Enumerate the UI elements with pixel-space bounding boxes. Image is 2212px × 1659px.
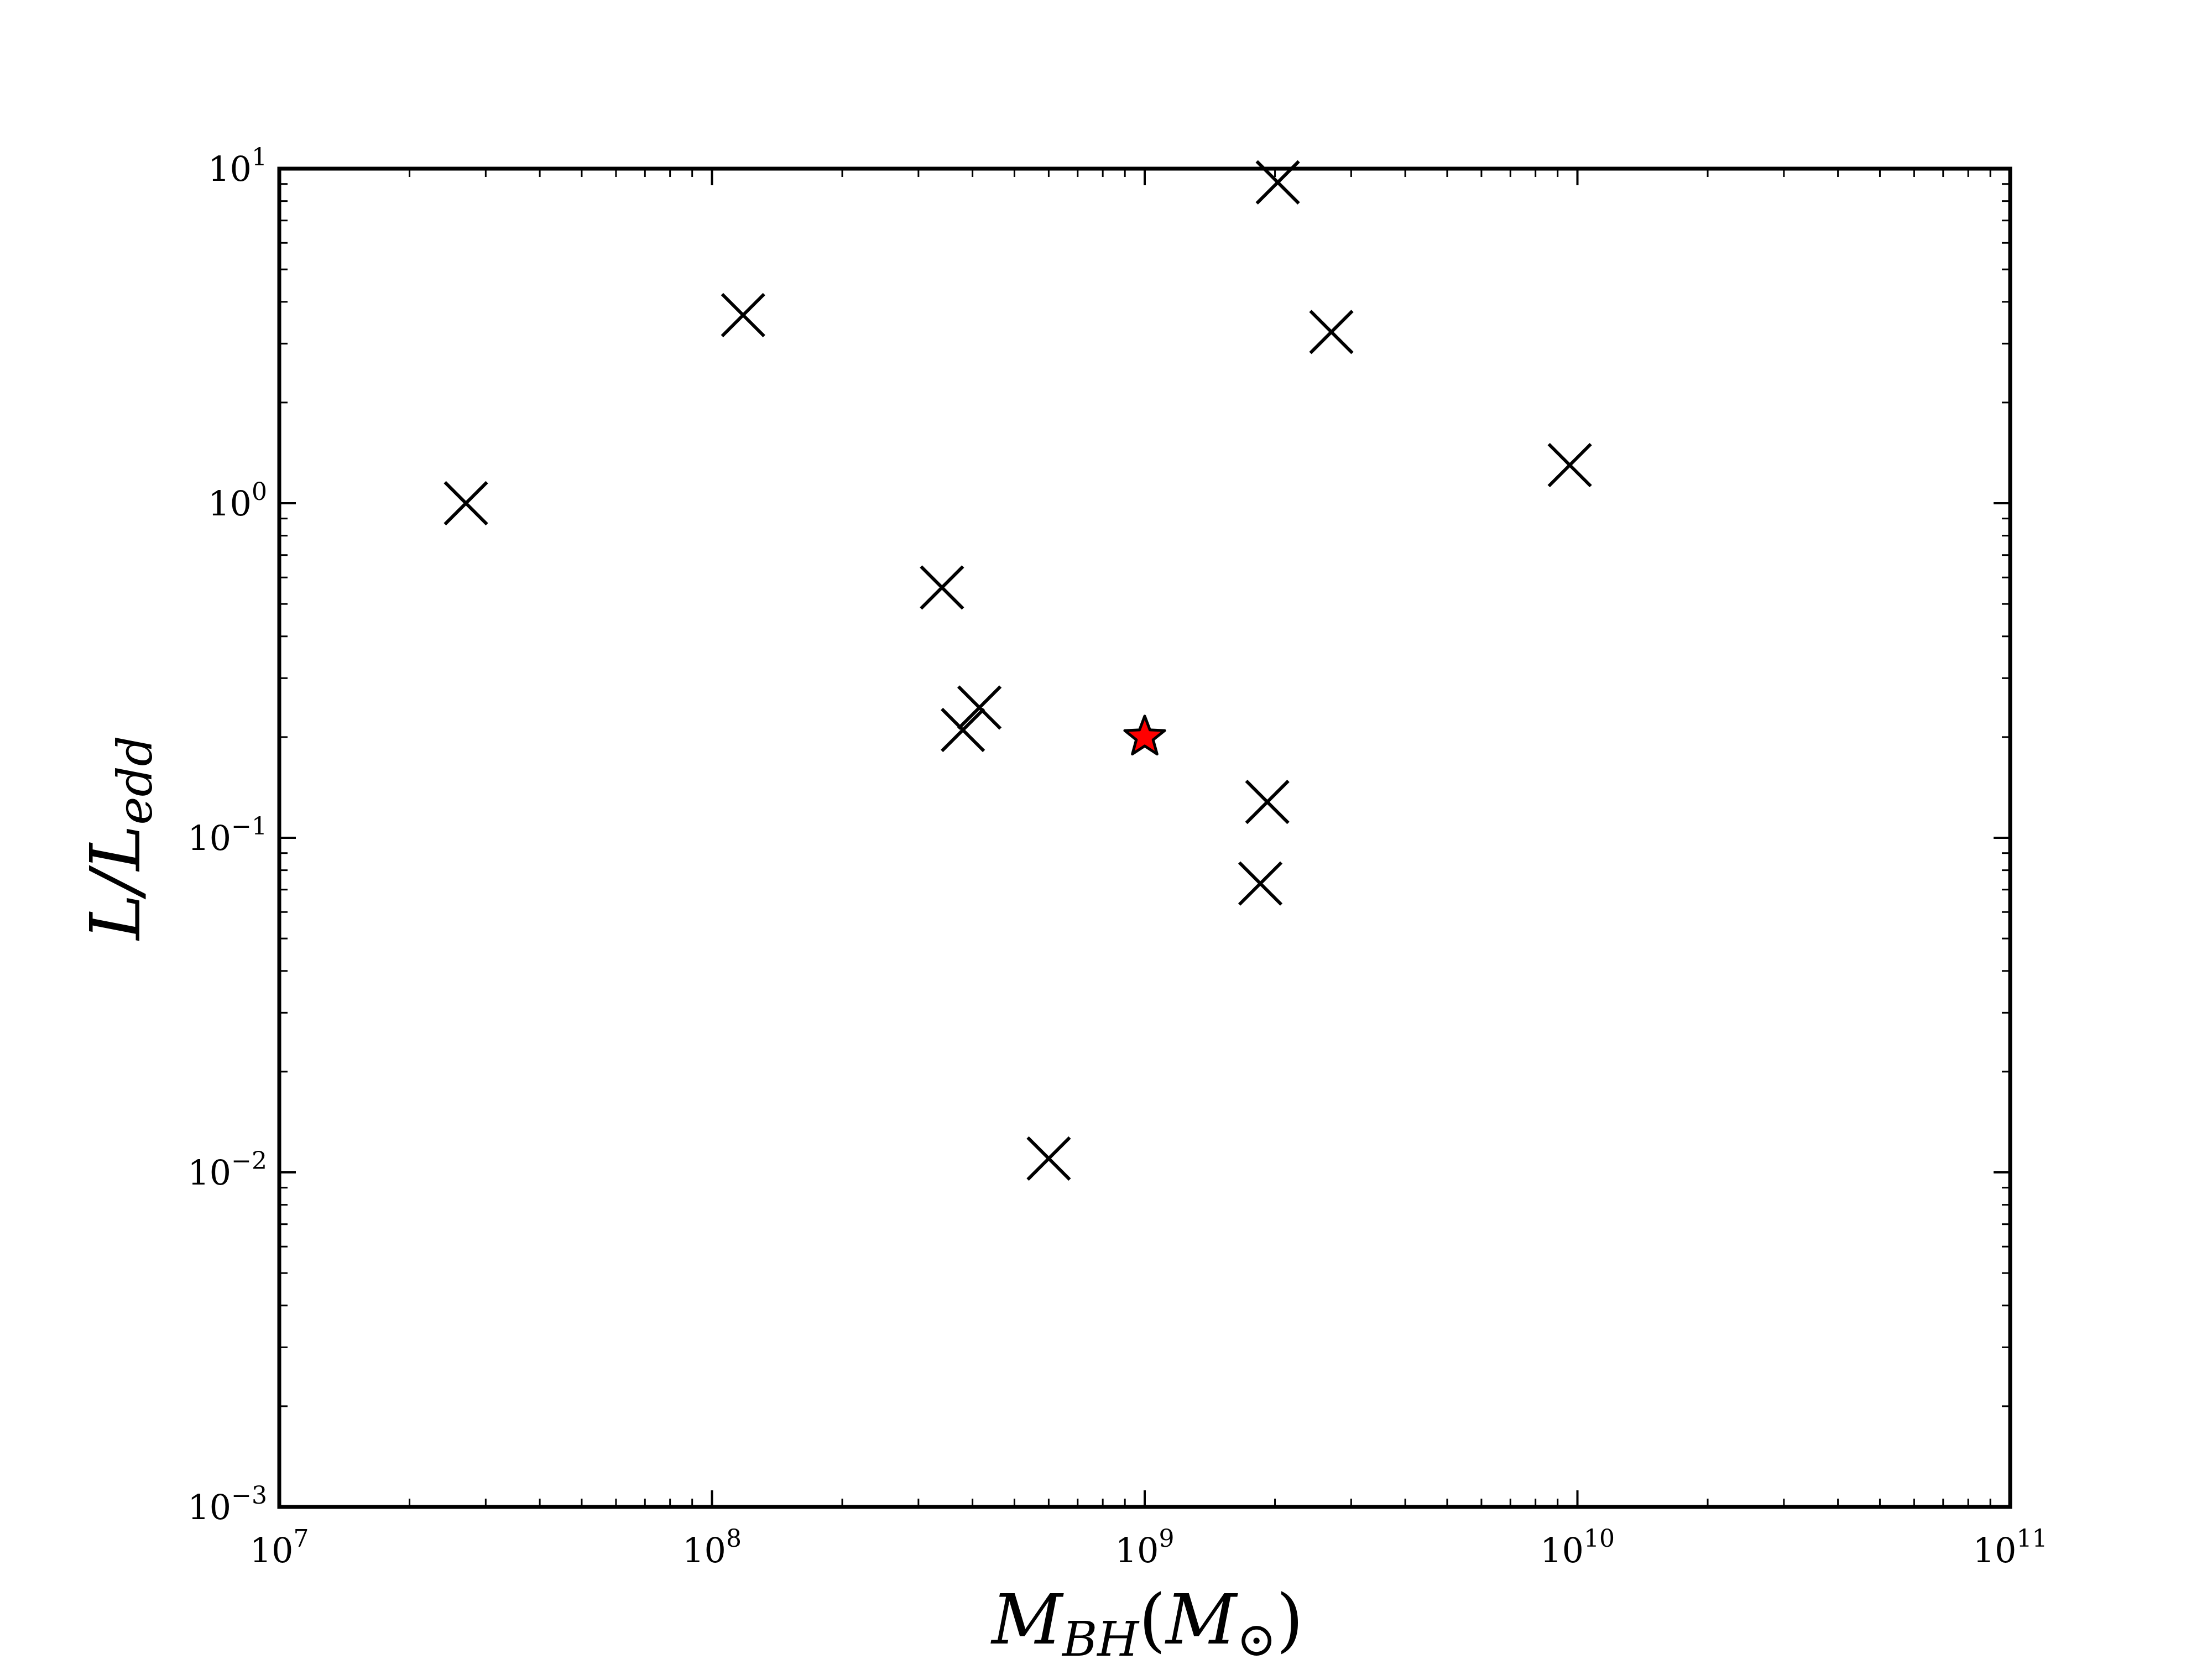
y-tick-label-base: 10 [187, 1487, 231, 1527]
x-tick-label: 109 [1115, 1525, 1175, 1571]
x-marker-point [1309, 310, 1354, 354]
x-marker-point [1245, 780, 1290, 825]
x-tick-label-base: 10 [682, 1530, 726, 1571]
y-tick-label-exponent: −1 [231, 812, 267, 841]
x-marker-point [1238, 861, 1283, 906]
x-marker-point [444, 481, 488, 526]
y-tick-label-base: 10 [187, 818, 231, 858]
x-tick-label: 1011 [1973, 1525, 2048, 1571]
x-tick-label-base: 10 [1115, 1530, 1159, 1571]
x-axis-label-unit-subscript: ⊙ [1237, 1612, 1276, 1659]
x-marker-point [1547, 442, 1592, 488]
y-tick-label-base: 10 [208, 483, 252, 524]
x-axis-label-subscript: BH [1061, 1612, 1140, 1659]
x-axis-label-open-paren: ( [1139, 1580, 1166, 1659]
x-tick-label-exponent: 7 [293, 1525, 309, 1553]
y-axis-label: L/Ledd [76, 735, 163, 941]
y-tick-label-exponent: −3 [231, 1481, 267, 1510]
x-tick-label-exponent: 9 [1159, 1525, 1174, 1553]
y-tick-label-base: 10 [187, 1152, 231, 1193]
y-tick-label: 100 [208, 478, 267, 524]
y-tick-label: 10−2 [187, 1147, 267, 1193]
x-axis-label-unit: M [1165, 1580, 1238, 1659]
plot-frame [277, 166, 2012, 1509]
x-tick-label: 107 [250, 1525, 309, 1571]
y-axis-label-main: L/L [76, 825, 156, 941]
x-tick-label: 108 [682, 1525, 742, 1571]
y-tick-label-exponent: −2 [231, 1147, 267, 1175]
x-tick-label-exponent: 11 [2016, 1525, 2047, 1553]
x-marker-point [920, 565, 964, 610]
y-tick-label-exponent: 1 [252, 143, 267, 171]
x-marker-point [941, 707, 985, 753]
x-tick-label-base: 10 [1540, 1530, 1584, 1571]
y-tick-label: 101 [208, 143, 267, 189]
y-axis-label-subscript: edd [108, 735, 163, 825]
x-tick-label-exponent: 10 [1584, 1525, 1615, 1553]
y-tick-label: 10−3 [187, 1481, 267, 1527]
x-axis-label-close-paren: ) [1276, 1580, 1303, 1659]
data-points [444, 160, 1592, 1181]
x-marker-point [957, 685, 1002, 730]
x-tick-label-base: 10 [1973, 1530, 2017, 1571]
y-tick-label-base: 10 [208, 149, 252, 189]
x-axis-label-main: M [990, 1580, 1064, 1659]
x-tick-labels: 107 108 109 1010 1011 [250, 1525, 2048, 1571]
x-tick-label-base: 10 [250, 1530, 294, 1571]
x-axis-label: MBH(M⊙) [990, 1580, 1303, 1659]
x-marker-point [721, 293, 765, 337]
x-tick-label-exponent: 8 [726, 1525, 742, 1553]
y-tick-label-exponent: 0 [252, 478, 267, 506]
x-tick-label: 1010 [1540, 1525, 1615, 1571]
star-marker-point [1123, 714, 1166, 756]
y-tick-label: 10−1 [187, 812, 267, 858]
x-marker-point [1026, 1136, 1071, 1181]
